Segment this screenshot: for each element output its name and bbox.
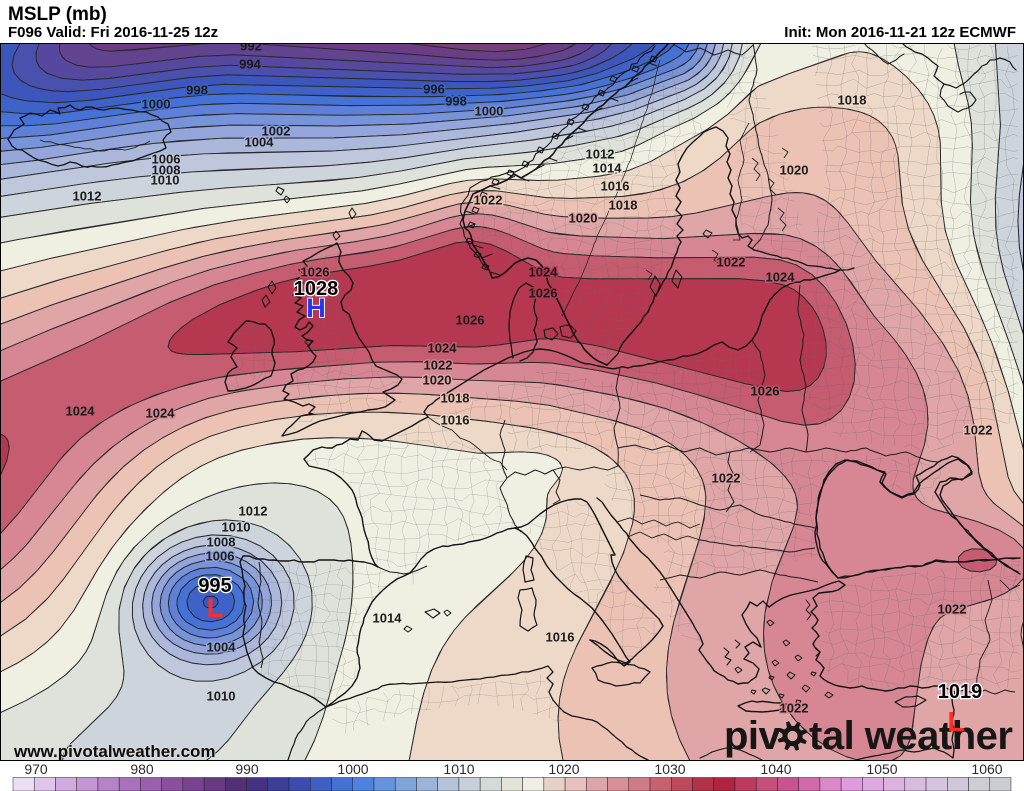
svg-text:1000: 1000	[475, 104, 504, 119]
svg-text:1024: 1024	[766, 270, 796, 285]
svg-text:1016: 1016	[601, 179, 630, 194]
svg-text:1028: 1028	[294, 278, 339, 300]
svg-text:1010: 1010	[151, 173, 180, 188]
svg-text:1022: 1022	[424, 358, 453, 373]
svg-text:1019: 1019	[938, 681, 983, 703]
svg-text:1010: 1010	[443, 761, 474, 777]
svg-text:1026: 1026	[301, 265, 330, 280]
svg-text:1008: 1008	[207, 535, 236, 550]
svg-text:1012: 1012	[73, 189, 102, 204]
svg-text:1026: 1026	[529, 286, 558, 301]
svg-text:1006: 1006	[152, 152, 181, 167]
svg-text:www.pivotalweather.com: www.pivotalweather.com	[13, 742, 216, 761]
svg-text:980: 980	[130, 761, 154, 777]
svg-text:992: 992	[240, 39, 262, 54]
svg-text:1010: 1010	[207, 689, 236, 704]
svg-text:1008: 1008	[152, 163, 181, 178]
svg-text:1020: 1020	[548, 761, 579, 777]
svg-text:1026: 1026	[751, 384, 780, 399]
svg-text:H: H	[306, 293, 326, 323]
svg-text:piv: piv	[724, 714, 782, 758]
svg-text:1022: 1022	[712, 471, 741, 486]
svg-text:L: L	[207, 593, 224, 623]
svg-text:1014: 1014	[593, 161, 623, 176]
svg-text:F096 Valid: Fri 2016-11-25 12z: F096 Valid: Fri 2016-11-25 12z	[8, 24, 218, 41]
svg-text:1024: 1024	[529, 265, 559, 280]
svg-text:1050: 1050	[866, 761, 897, 777]
svg-text:995: 995	[198, 575, 231, 597]
svg-text:1020: 1020	[569, 211, 598, 226]
svg-text:1024: 1024	[428, 341, 458, 356]
svg-text:1022: 1022	[717, 255, 746, 270]
svg-text:996: 996	[423, 82, 445, 97]
svg-text:1000: 1000	[142, 97, 171, 112]
svg-text:tal weather: tal weather	[809, 714, 1012, 758]
svg-text:1022: 1022	[964, 423, 993, 438]
svg-text:1020: 1020	[780, 163, 809, 178]
svg-text:998: 998	[445, 94, 467, 109]
svg-text:1012: 1012	[239, 504, 268, 519]
svg-text:L: L	[947, 706, 964, 737]
svg-text:1016: 1016	[441, 413, 470, 428]
svg-text:1026: 1026	[456, 313, 485, 328]
svg-text:1022: 1022	[780, 701, 809, 716]
svg-text:1000: 1000	[337, 761, 368, 777]
svg-text:1022: 1022	[938, 602, 967, 617]
svg-text:1004: 1004	[245, 135, 275, 150]
svg-text:970: 970	[24, 761, 48, 777]
svg-text:1016: 1016	[546, 630, 575, 645]
svg-text:1020: 1020	[423, 373, 452, 388]
svg-text:1004: 1004	[207, 640, 237, 655]
svg-text:1012: 1012	[586, 147, 615, 162]
svg-text:1030: 1030	[654, 761, 685, 777]
svg-text:1018: 1018	[838, 93, 867, 108]
svg-text:1018: 1018	[441, 391, 470, 406]
svg-text:1014: 1014	[373, 611, 403, 626]
svg-text:1018: 1018	[609, 198, 638, 213]
svg-text:1024: 1024	[146, 406, 176, 421]
svg-text:1022: 1022	[474, 193, 503, 208]
svg-text:1024: 1024	[66, 404, 96, 419]
svg-text:MSLP (mb): MSLP (mb)	[8, 4, 107, 25]
svg-text:1002: 1002	[262, 124, 291, 139]
svg-text:Init: Mon 2016-11-21 12z ECMWF: Init: Mon 2016-11-21 12z ECMWF	[784, 24, 1016, 41]
svg-text:1006: 1006	[206, 549, 235, 564]
svg-text:1010: 1010	[222, 520, 251, 535]
svg-text:1060: 1060	[971, 761, 1002, 777]
svg-text:1040: 1040	[760, 761, 791, 777]
svg-text:998: 998	[186, 83, 208, 98]
svg-text:990: 990	[235, 761, 259, 777]
svg-text:994: 994	[239, 57, 261, 72]
